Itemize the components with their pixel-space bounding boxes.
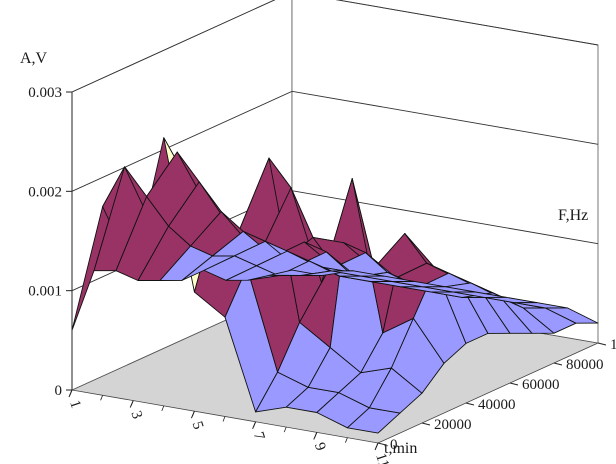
x-minor-tick xyxy=(314,432,318,438)
y-tick-mark xyxy=(465,402,475,406)
y-tick-label: 0 xyxy=(390,437,398,453)
y-tick-mark xyxy=(597,342,607,346)
x-minor-tick xyxy=(100,395,103,401)
y-axis-title: F,Hz xyxy=(558,207,588,224)
x-minor-tick xyxy=(69,389,73,396)
x-minor-tick xyxy=(161,405,165,412)
surface-mesh xyxy=(71,137,599,434)
x-minor-tick xyxy=(130,400,134,406)
y-tick-label: 80000 xyxy=(566,357,604,373)
z-gridline xyxy=(71,90,599,192)
x-minor-tick xyxy=(283,426,287,433)
x-tick-label: 9 xyxy=(311,441,329,453)
x-minor-tick xyxy=(222,416,226,422)
z-gridline xyxy=(71,0,599,93)
z-tick-label: 0 xyxy=(55,383,63,399)
y-tick-mark xyxy=(377,442,387,446)
z-tick-label: 0.003 xyxy=(28,85,62,101)
x-minor-tick xyxy=(253,421,256,427)
surface-patch xyxy=(544,307,599,324)
y-tick-label: 20000 xyxy=(434,417,472,433)
x-minor-tick xyxy=(192,411,195,417)
y-tick-mark xyxy=(509,382,519,386)
y-tick-mark xyxy=(421,422,431,426)
z-axis-title: A,V xyxy=(20,50,48,67)
x-minor-tick xyxy=(375,442,379,449)
z-tick-label: 0.002 xyxy=(28,184,62,200)
y-tick-label: 40000 xyxy=(478,397,516,413)
x-tick-label: 1 xyxy=(66,398,84,410)
x-tick-label: 5 xyxy=(189,419,207,431)
x-tick-label: 7 xyxy=(250,430,268,443)
x-tick-label: 3 xyxy=(127,409,145,421)
y-tick-mark xyxy=(553,362,563,366)
x-minor-tick xyxy=(345,437,348,443)
z-tick-label: 0.001 xyxy=(28,284,62,300)
x-axis-title: t,min xyxy=(384,440,417,457)
y-tick-label: 100000 xyxy=(610,337,616,353)
x-tick-label: 11 xyxy=(372,451,392,464)
y-tick-label: 60000 xyxy=(522,377,560,393)
